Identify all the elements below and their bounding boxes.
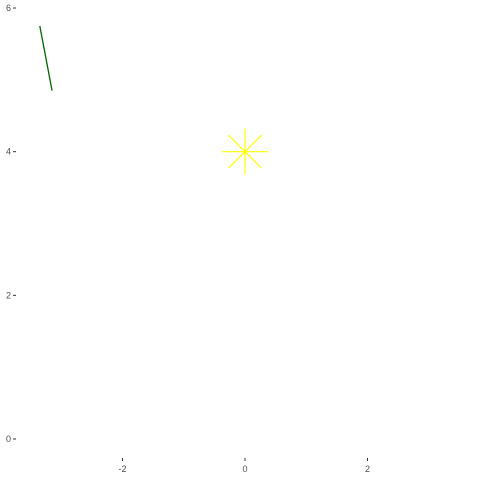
x-axis: -2 0 2: [118, 458, 370, 474]
x-tick-label: 0: [242, 464, 247, 474]
y-tick-label: 0: [6, 434, 11, 444]
x-tick-label: 2: [365, 464, 370, 474]
segment-layer: [39, 25, 53, 91]
y-tick-label: 6: [6, 3, 11, 13]
y-tick-label: 4: [6, 147, 11, 157]
data-segment: [39, 25, 53, 91]
y-axis: 0 2 4 6: [6, 3, 16, 444]
point-layer: [222, 128, 268, 175]
asterisk-point: [222, 128, 268, 175]
asterisk-arm: [228, 134, 262, 169]
x-tick-label: -2: [118, 464, 126, 474]
y-tick-label: 2: [6, 290, 11, 300]
